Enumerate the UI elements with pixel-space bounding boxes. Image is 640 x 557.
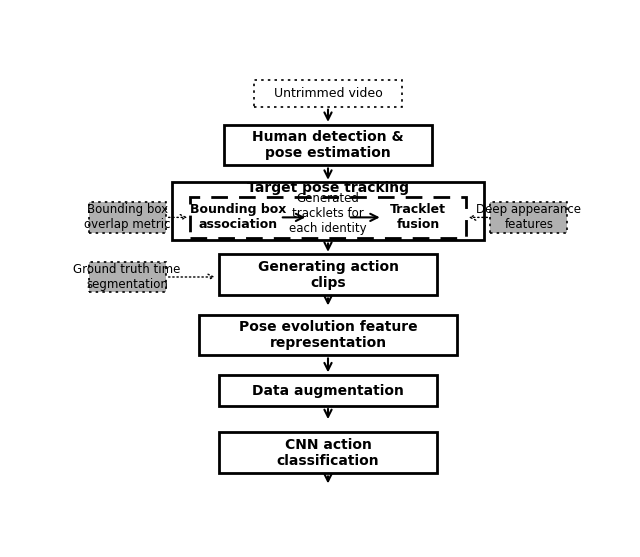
Text: Bounding box
overlap metric: Bounding box overlap metric (84, 203, 170, 231)
Text: CNN action
classification: CNN action classification (276, 438, 380, 468)
Text: Human detection &
pose estimation: Human detection & pose estimation (252, 130, 404, 160)
Text: Bounding box
association: Bounding box association (189, 203, 286, 231)
Text: Generated
tracklets for
each identity: Generated tracklets for each identity (289, 193, 367, 236)
Text: Deep appearance
features: Deep appearance features (476, 203, 581, 231)
Text: Untrimmed video: Untrimmed video (274, 87, 382, 100)
Bar (190, 197, 466, 237)
Text: Tracklet
fusion: Tracklet fusion (390, 203, 446, 231)
Bar (219, 375, 437, 406)
Text: Generating action
clips: Generating action clips (257, 260, 399, 290)
Bar (219, 432, 437, 473)
Bar (89, 202, 166, 233)
Bar (172, 183, 484, 240)
Text: Target pose tracking: Target pose tracking (247, 181, 409, 195)
Bar (199, 315, 457, 355)
Text: Pose evolution feature
representation: Pose evolution feature representation (239, 320, 417, 350)
Text: Data augmentation: Data augmentation (252, 384, 404, 398)
Bar (253, 80, 403, 107)
Bar (89, 262, 166, 292)
Bar (490, 202, 567, 233)
Bar (224, 125, 432, 165)
Text: Ground truth time
segmentation: Ground truth time segmentation (74, 263, 181, 291)
Bar (219, 255, 437, 295)
